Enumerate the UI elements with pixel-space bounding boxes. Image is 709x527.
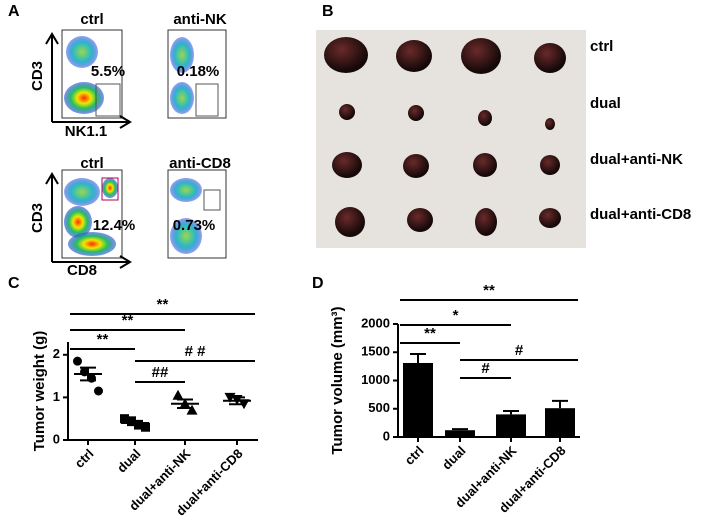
error-bar — [410, 352, 426, 363]
data-point — [73, 356, 82, 366]
y-tick-label: 1500 — [361, 344, 390, 359]
tumor — [540, 155, 560, 175]
error-bar — [177, 398, 193, 410]
tumor — [335, 207, 365, 237]
panel-label: D — [312, 275, 324, 292]
axis-arrow — [45, 172, 132, 269]
panel-label: C — [8, 275, 20, 292]
tumor — [461, 38, 501, 74]
population — [170, 218, 202, 254]
significance-label: ** — [157, 296, 169, 313]
axis-label: CD3 — [29, 203, 46, 233]
significance-label: ## — [152, 364, 169, 381]
error-bar — [503, 410, 519, 415]
tumor — [473, 153, 497, 177]
population — [170, 82, 194, 114]
error-bar — [229, 396, 245, 406]
error-bar — [80, 366, 96, 382]
tumor — [478, 110, 492, 126]
significance-label: ** — [483, 282, 495, 299]
gate — [101, 177, 119, 201]
y-tick-label: 500 — [368, 400, 390, 415]
percentage: 0.18% — [177, 63, 220, 80]
row-label: dual+anti-NK — [590, 151, 683, 168]
bar — [545, 408, 575, 437]
row-label: dual — [590, 95, 621, 112]
tumor — [332, 152, 362, 178]
axis-label: NK1.1 — [65, 123, 108, 140]
significance-label: # # — [185, 343, 207, 360]
significance-label: * — [453, 307, 459, 324]
significance-label: ** — [424, 325, 436, 342]
gate — [195, 83, 219, 117]
percentage: 0.73% — [173, 217, 216, 234]
population — [64, 206, 92, 238]
plot-title: ctrl — [80, 155, 103, 172]
bar — [445, 430, 475, 437]
data-point — [141, 422, 150, 432]
significance-label: # — [481, 360, 490, 377]
error-bar — [127, 419, 143, 427]
axis-arrow — [45, 32, 132, 129]
y-tick-label: 1 — [53, 389, 60, 404]
row-label: dual+anti-CD8 — [590, 206, 691, 223]
bar — [403, 362, 433, 437]
tumor — [407, 208, 433, 232]
tumor — [534, 43, 566, 73]
gate — [95, 83, 121, 117]
tumor — [408, 105, 424, 121]
y-tick-label: 0 — [53, 431, 60, 446]
population — [102, 178, 118, 198]
axis-label: CD8 — [67, 262, 97, 279]
tumor — [396, 40, 432, 72]
percentage: 5.5% — [91, 63, 125, 80]
plot-title: anti-CD8 — [169, 155, 231, 172]
panel-label: A — [8, 3, 20, 20]
x-tick-label: dual — [439, 443, 469, 473]
tumor — [403, 154, 429, 178]
x-tick-label: dual — [114, 446, 144, 476]
y-tick-label: 2000 — [361, 315, 390, 330]
x-tick-label: ctrl — [72, 446, 97, 471]
tumor — [324, 37, 368, 73]
significance-label: # — [515, 342, 524, 359]
population — [64, 82, 104, 114]
y-axis-label: Tumor weight (g) — [31, 331, 48, 452]
data-point — [186, 404, 198, 415]
significance-label: ** — [122, 312, 134, 329]
y-tick-label: 1000 — [361, 372, 390, 387]
data-point — [94, 386, 103, 396]
panel-label: B — [322, 3, 334, 20]
gate — [203, 189, 221, 211]
error-bar — [452, 428, 468, 431]
data-point — [120, 414, 129, 424]
tumor — [545, 118, 555, 130]
row-label: ctrl — [590, 38, 613, 55]
flow-bottom: ctrl anti-CD8 12.4% 0.73% CD3 CD8 — [29, 155, 231, 279]
plot-title: ctrl — [80, 11, 103, 28]
population — [66, 36, 98, 68]
percentage: 12.4% — [93, 217, 136, 234]
x-tick-label: ctrl — [402, 443, 427, 468]
tumor — [539, 208, 561, 228]
tumor-photo — [316, 30, 586, 248]
error-bar — [552, 399, 568, 409]
tumor — [339, 104, 355, 120]
bar — [496, 414, 526, 437]
population — [170, 178, 202, 202]
significance-label: ** — [97, 331, 109, 348]
population — [68, 232, 116, 256]
plot-title: anti-NK — [173, 11, 226, 28]
y-tick-label: 0 — [383, 428, 390, 443]
population — [170, 37, 194, 73]
data-point — [172, 389, 184, 400]
flow-top: ctrl anti-NK 5.5% 0.18% CD3 NK1.1 — [29, 11, 227, 140]
tumor — [475, 208, 497, 236]
y-axis-label: Tumor volume (mm³) — [329, 306, 346, 454]
population — [64, 178, 100, 206]
axis-label: CD3 — [29, 61, 46, 91]
y-tick-label: 2 — [53, 346, 60, 361]
